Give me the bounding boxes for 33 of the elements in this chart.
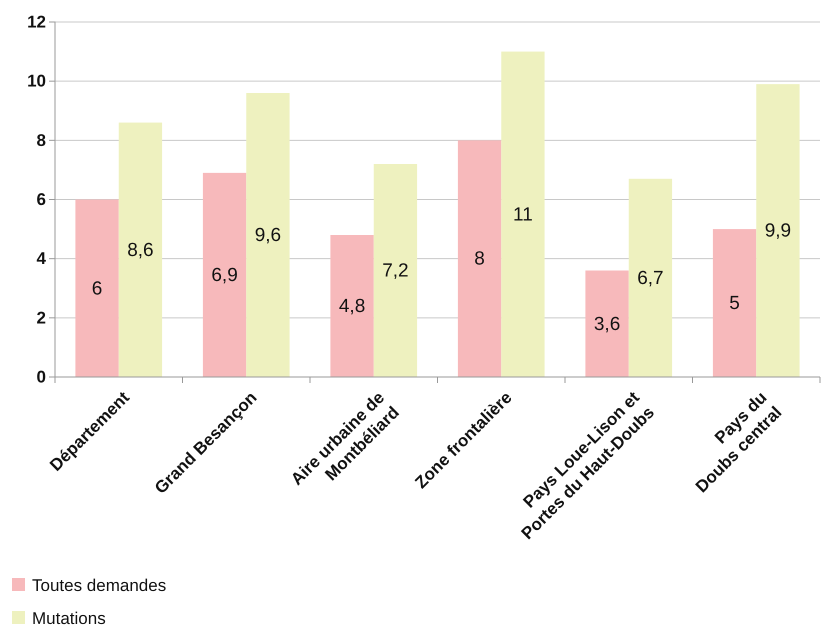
bar xyxy=(374,164,418,377)
data-label: 6 xyxy=(92,278,102,300)
data-label: 6,9 xyxy=(211,264,238,286)
legend-label: Toutes demandes xyxy=(32,576,166,595)
y-tick-label: 6 xyxy=(36,190,46,209)
data-label: 3,6 xyxy=(594,314,620,335)
bar xyxy=(458,140,502,377)
y-tick-label: 12 xyxy=(27,12,46,32)
data-label: 7,2 xyxy=(382,260,409,282)
data-label: 9,9 xyxy=(764,220,792,242)
y-tick-label: 10 xyxy=(27,72,46,91)
legend-label: Mutations xyxy=(32,609,106,628)
y-tick-label: 8 xyxy=(36,130,46,150)
bar xyxy=(118,122,162,377)
data-label: 11 xyxy=(513,204,533,226)
y-tick-label: 0 xyxy=(36,367,46,386)
bar xyxy=(202,172,246,377)
bar xyxy=(585,270,629,377)
data-label: 4,8 xyxy=(338,296,366,317)
y-tick-label: 2 xyxy=(36,308,46,328)
data-label: 8 xyxy=(474,248,485,270)
data-label: 6,7 xyxy=(637,268,664,289)
bar xyxy=(712,229,756,377)
bar xyxy=(75,200,119,377)
data-label: 5 xyxy=(729,293,740,314)
y-tick-label: 4 xyxy=(36,249,47,268)
bar xyxy=(501,52,545,377)
bar xyxy=(246,93,290,377)
data-label: 9,6 xyxy=(254,225,282,246)
bar xyxy=(330,235,374,377)
data-label: 8,6 xyxy=(127,240,154,261)
bar xyxy=(628,178,672,377)
bar xyxy=(756,84,800,377)
